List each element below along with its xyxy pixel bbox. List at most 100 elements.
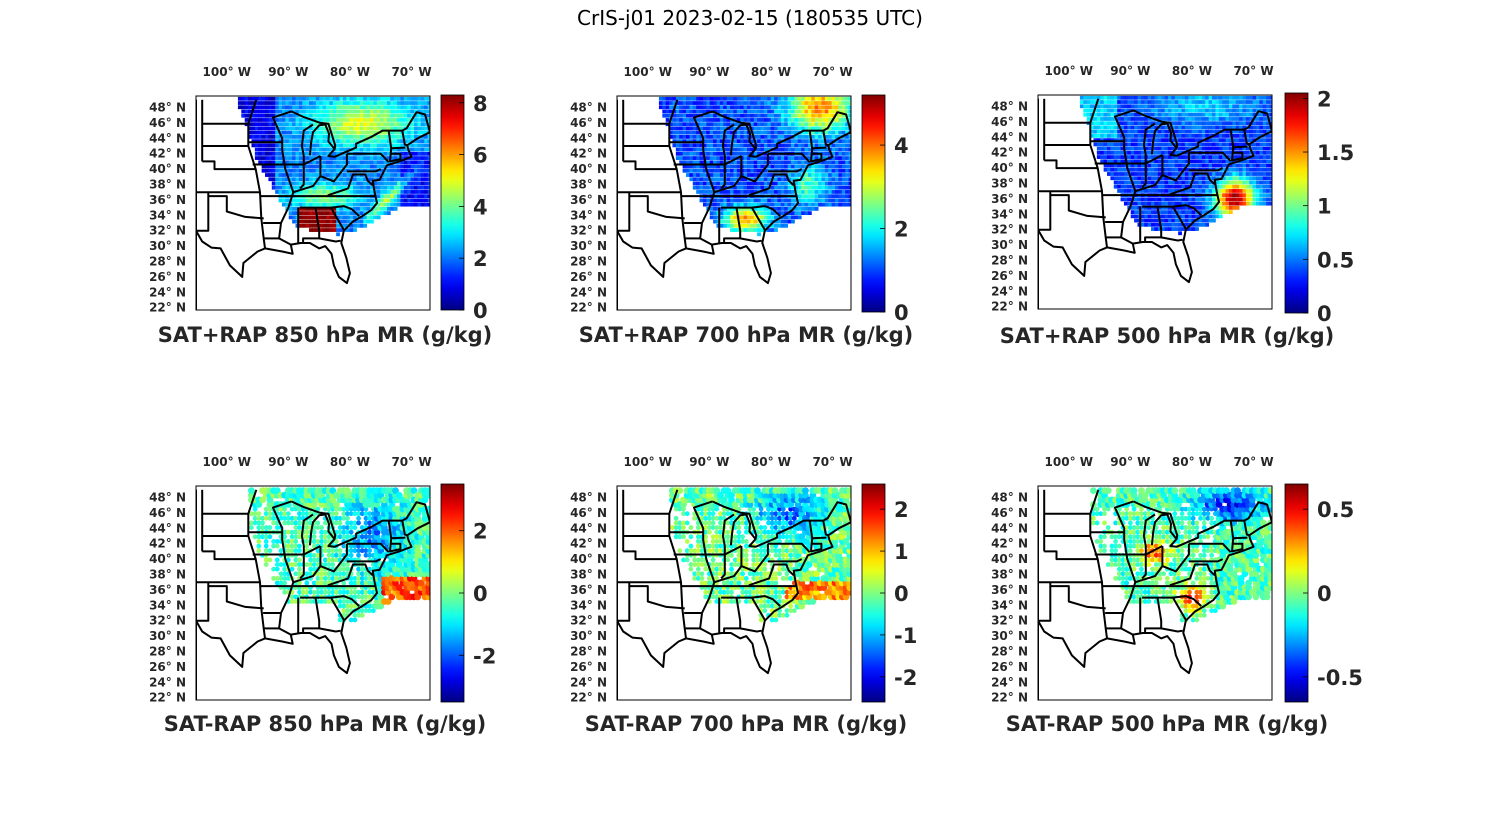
data-cell — [397, 109, 401, 114]
data-point — [263, 515, 269, 521]
data-cell — [271, 151, 276, 156]
data-cell — [753, 173, 758, 177]
data-cell — [1130, 121, 1135, 126]
data-cell — [1090, 100, 1094, 104]
state-border — [720, 156, 726, 190]
data-cell — [1107, 95, 1111, 100]
state-border — [1141, 155, 1147, 189]
data-cell — [689, 143, 694, 148]
data-cell — [763, 211, 768, 216]
data-cell — [315, 206, 320, 211]
data-cell — [1110, 159, 1115, 164]
data-cell — [1178, 155, 1182, 159]
data-cell — [400, 177, 405, 182]
data-cell — [1167, 218, 1172, 223]
data-cell — [1167, 112, 1172, 117]
data-point — [271, 543, 276, 549]
data-cell — [400, 147, 405, 152]
data-cell — [380, 118, 384, 122]
data-cell — [821, 202, 826, 207]
data-cell — [1161, 133, 1166, 138]
data-cell — [295, 164, 300, 169]
data-cell — [1174, 184, 1179, 189]
data-cell — [302, 206, 307, 211]
data-cell — [1154, 222, 1159, 227]
data-cell — [1205, 133, 1210, 138]
data-cell — [424, 122, 428, 127]
data-cell — [726, 101, 731, 105]
data-cell — [1208, 201, 1213, 206]
data-cell — [312, 105, 317, 110]
data-cell — [811, 134, 816, 139]
data-point — [315, 552, 321, 558]
colorbar-tick-label: 2 — [473, 247, 488, 271]
data-cell — [1191, 142, 1196, 147]
data-cell — [1107, 163, 1111, 168]
data-cell — [1239, 138, 1243, 143]
data-cell — [265, 105, 269, 110]
data-cell — [1154, 104, 1159, 109]
data-cell — [845, 134, 849, 139]
data-cell — [390, 198, 395, 203]
data-cell — [1222, 100, 1226, 104]
data-cell — [828, 101, 833, 105]
data-cell — [1103, 129, 1108, 134]
data-cell — [1130, 172, 1135, 176]
data-point — [278, 571, 284, 577]
data-cell — [329, 219, 334, 224]
state-border — [767, 168, 803, 173]
data-cell — [689, 96, 694, 101]
data-cell — [285, 134, 290, 139]
data-cell — [824, 160, 829, 165]
data-point — [311, 566, 317, 572]
data-cell — [736, 118, 741, 122]
data-cell — [1262, 167, 1267, 172]
data-cell — [1218, 189, 1223, 193]
data-cell — [757, 113, 761, 118]
data-cell — [824, 173, 829, 177]
data-cell — [699, 177, 704, 182]
data-cell — [1107, 108, 1111, 113]
data-cell — [390, 177, 395, 182]
data-cell — [811, 118, 816, 122]
data-cell — [760, 177, 765, 182]
data-cell — [407, 160, 412, 165]
data-cell — [403, 164, 408, 169]
data-point — [282, 511, 288, 517]
data-cell — [403, 190, 408, 194]
data-cell — [672, 126, 677, 131]
data-cell — [285, 101, 290, 105]
data-cell — [743, 156, 748, 160]
data-cell — [1184, 125, 1189, 130]
data-cell — [794, 164, 799, 169]
data-cell — [709, 151, 714, 156]
data-cell — [797, 109, 802, 114]
data-cell — [383, 122, 388, 127]
data-cell — [811, 194, 816, 199]
data-cell — [1181, 214, 1186, 219]
data-cell — [1215, 112, 1220, 117]
data-cell — [363, 177, 368, 182]
data-cell — [777, 177, 782, 182]
data-cell — [353, 177, 357, 182]
data-cell — [780, 147, 785, 152]
data-cell — [1232, 133, 1237, 138]
data-cell — [268, 139, 273, 144]
data-cell — [380, 211, 384, 216]
data-cell — [719, 134, 724, 139]
data-cell — [370, 219, 374, 224]
data-cell — [709, 185, 714, 190]
y-tick-label: 38° N — [991, 177, 1028, 191]
data-cell — [281, 198, 286, 203]
data-cell — [1167, 205, 1172, 210]
data-cell — [1137, 159, 1142, 164]
data-cell — [811, 139, 816, 144]
data-cell — [763, 219, 768, 224]
data-cell — [811, 113, 816, 118]
data-point — [315, 548, 321, 554]
data-point — [274, 580, 280, 586]
data-cell — [757, 143, 761, 148]
data-cell — [305, 109, 310, 114]
data-cell — [1140, 133, 1145, 138]
data-point — [293, 599, 299, 604]
